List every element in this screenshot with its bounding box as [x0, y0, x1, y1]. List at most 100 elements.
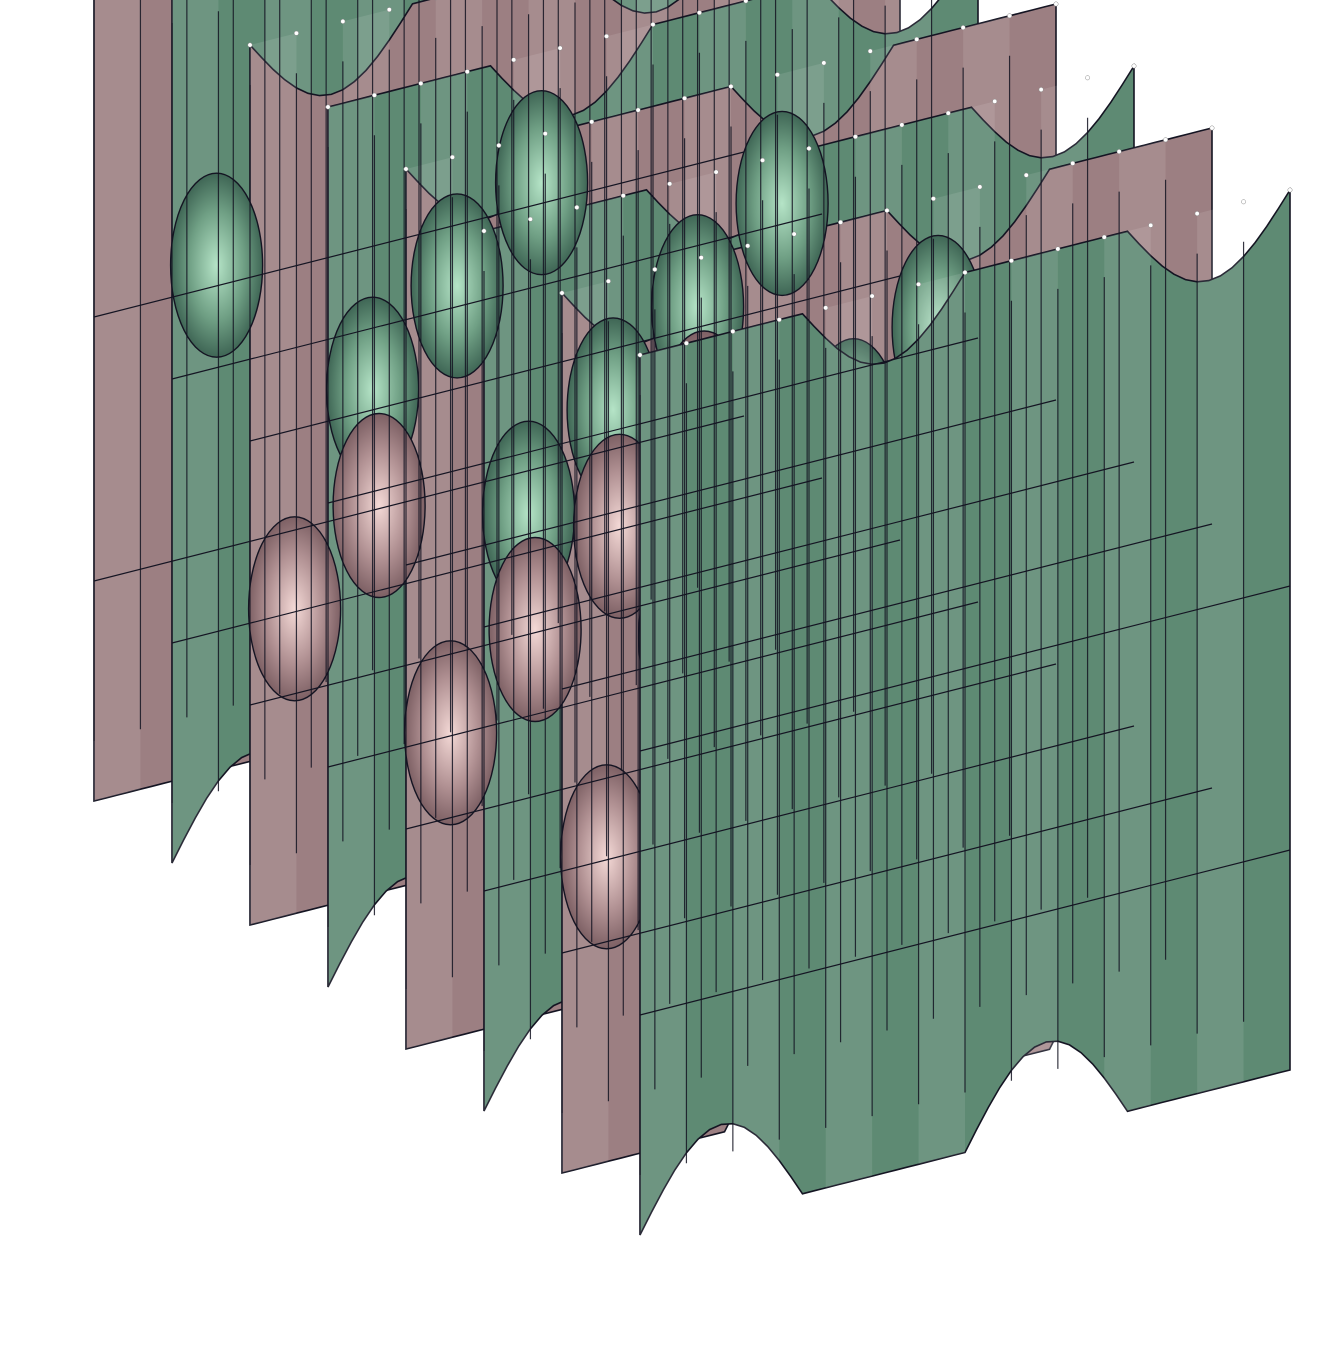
sheet-stripe: [872, 284, 918, 1176]
mesh-vertex: [869, 293, 875, 299]
mesh-line: [93, 151, 745, 318]
mesh-vertex: [1085, 75, 1091, 81]
mesh-vertex: [511, 57, 517, 63]
mesh-vertex: [386, 7, 392, 13]
mesh-vertex: [945, 110, 951, 116]
mesh-vertex: [698, 255, 704, 261]
mesh-vertex: [730, 328, 736, 334]
pink-saddle: [332, 412, 426, 599]
mesh-vertex: [325, 104, 331, 110]
mesh-vertex: [574, 204, 580, 210]
mesh-vertex: [776, 317, 782, 323]
sheet-stripe: [250, 33, 297, 925]
mesh-vertex: [1209, 125, 1215, 131]
mesh-vertex: [774, 72, 780, 78]
mesh-vertex: [557, 45, 563, 51]
mesh-vertex: [464, 69, 470, 75]
mesh-vertex: [916, 281, 922, 287]
mesh-line: [249, 539, 901, 706]
mesh-vertex: [542, 131, 548, 137]
mesh-line: [327, 601, 979, 768]
green-saddle: [494, 89, 589, 276]
mesh-vertex: [806, 146, 812, 151]
mesh-vertex: [696, 10, 702, 16]
mesh-vertex: [527, 216, 533, 222]
green-saddle: [735, 110, 829, 297]
mesh-vertex: [728, 84, 734, 89]
mesh-vertex: [1287, 187, 1293, 193]
mesh-vertex: [1101, 234, 1107, 240]
mesh-vertex: [637, 352, 643, 358]
mesh-vertex: [1131, 63, 1137, 69]
mesh-vertex: [992, 98, 998, 104]
mesh-vertex: [852, 134, 858, 140]
mesh-line: [561, 523, 1213, 690]
pink-saddle: [488, 536, 582, 723]
mesh-vertex: [1007, 13, 1013, 19]
mesh-vertex: [791, 231, 797, 237]
sheet-stripe: [779, 308, 825, 1200]
sheet-stripe: [825, 296, 873, 1188]
sheet-stripe: [732, 319, 780, 1212]
mesh-vertex: [403, 166, 409, 172]
sheet-stripe: [686, 331, 732, 1223]
mesh-vertex: [1023, 172, 1029, 178]
mesh-vertices: [247, 0, 1293, 358]
mesh-vertex: [559, 290, 565, 296]
mesh-vertex: [683, 340, 689, 346]
mesh-vertex: [605, 278, 611, 284]
sheet-stripe: [640, 343, 687, 1235]
pink-saddle: [247, 516, 342, 702]
sheet-stripe: [1244, 190, 1290, 1082]
mesh-line: [405, 663, 1057, 830]
mesh-vertex: [247, 42, 253, 48]
mesh-vertex: [1241, 199, 1247, 205]
mesh-vertex: [713, 169, 719, 175]
mesh-line: [249, 275, 901, 442]
mesh-vertex: [930, 196, 936, 202]
mesh-vertex: [1008, 258, 1014, 264]
mesh-line: [93, 415, 745, 582]
mesh-vertex: [1070, 160, 1076, 166]
mesh-vertex: [1116, 149, 1122, 155]
mesh-line: [561, 787, 1213, 954]
mesh-vertex: [1148, 222, 1154, 228]
mesh-vertex: [867, 48, 873, 54]
mesh-lines: [93, 0, 1291, 1175]
mesh-vertex: [838, 219, 844, 225]
mesh-line: [405, 399, 1057, 566]
mesh-vertex: [899, 122, 905, 128]
mesh-vertex: [652, 266, 658, 272]
green-saddle: [169, 172, 264, 358]
mesh-vertex: [1194, 211, 1200, 217]
mesh-vertex: [635, 107, 641, 113]
sheet-stripe: [918, 272, 965, 1165]
mesh-vertex: [977, 184, 983, 190]
mesh-vertex: [371, 92, 377, 98]
mesh-vertex: [589, 119, 595, 125]
mesh-line: [171, 213, 823, 380]
mesh-vertex: [745, 243, 751, 249]
mesh-vertex: [1055, 246, 1061, 252]
sheet-stripe: [965, 261, 1011, 1153]
sheet-stripe: [1104, 225, 1151, 1118]
mesh-vertex: [418, 80, 424, 86]
mesh-vertex: [1053, 1, 1059, 7]
mesh-vertex: [962, 270, 968, 275]
mesh-line: [483, 725, 1135, 892]
mesh-line: [483, 461, 1135, 628]
sheet-stripe: [1151, 214, 1197, 1106]
mesh-vertex: [760, 157, 766, 163]
mesh-line: [639, 849, 1291, 1016]
mesh-vertex: [496, 142, 502, 148]
mesh-vertex: [823, 305, 829, 311]
sheet-stripe: [1011, 248, 1058, 1141]
mesh-vertex: [650, 22, 656, 27]
mesh-line: [171, 477, 823, 644]
mesh-vertex: [340, 18, 346, 24]
green-saddle: [410, 193, 504, 379]
mesh-line: [327, 337, 979, 504]
mesh-vertex: [293, 30, 299, 36]
